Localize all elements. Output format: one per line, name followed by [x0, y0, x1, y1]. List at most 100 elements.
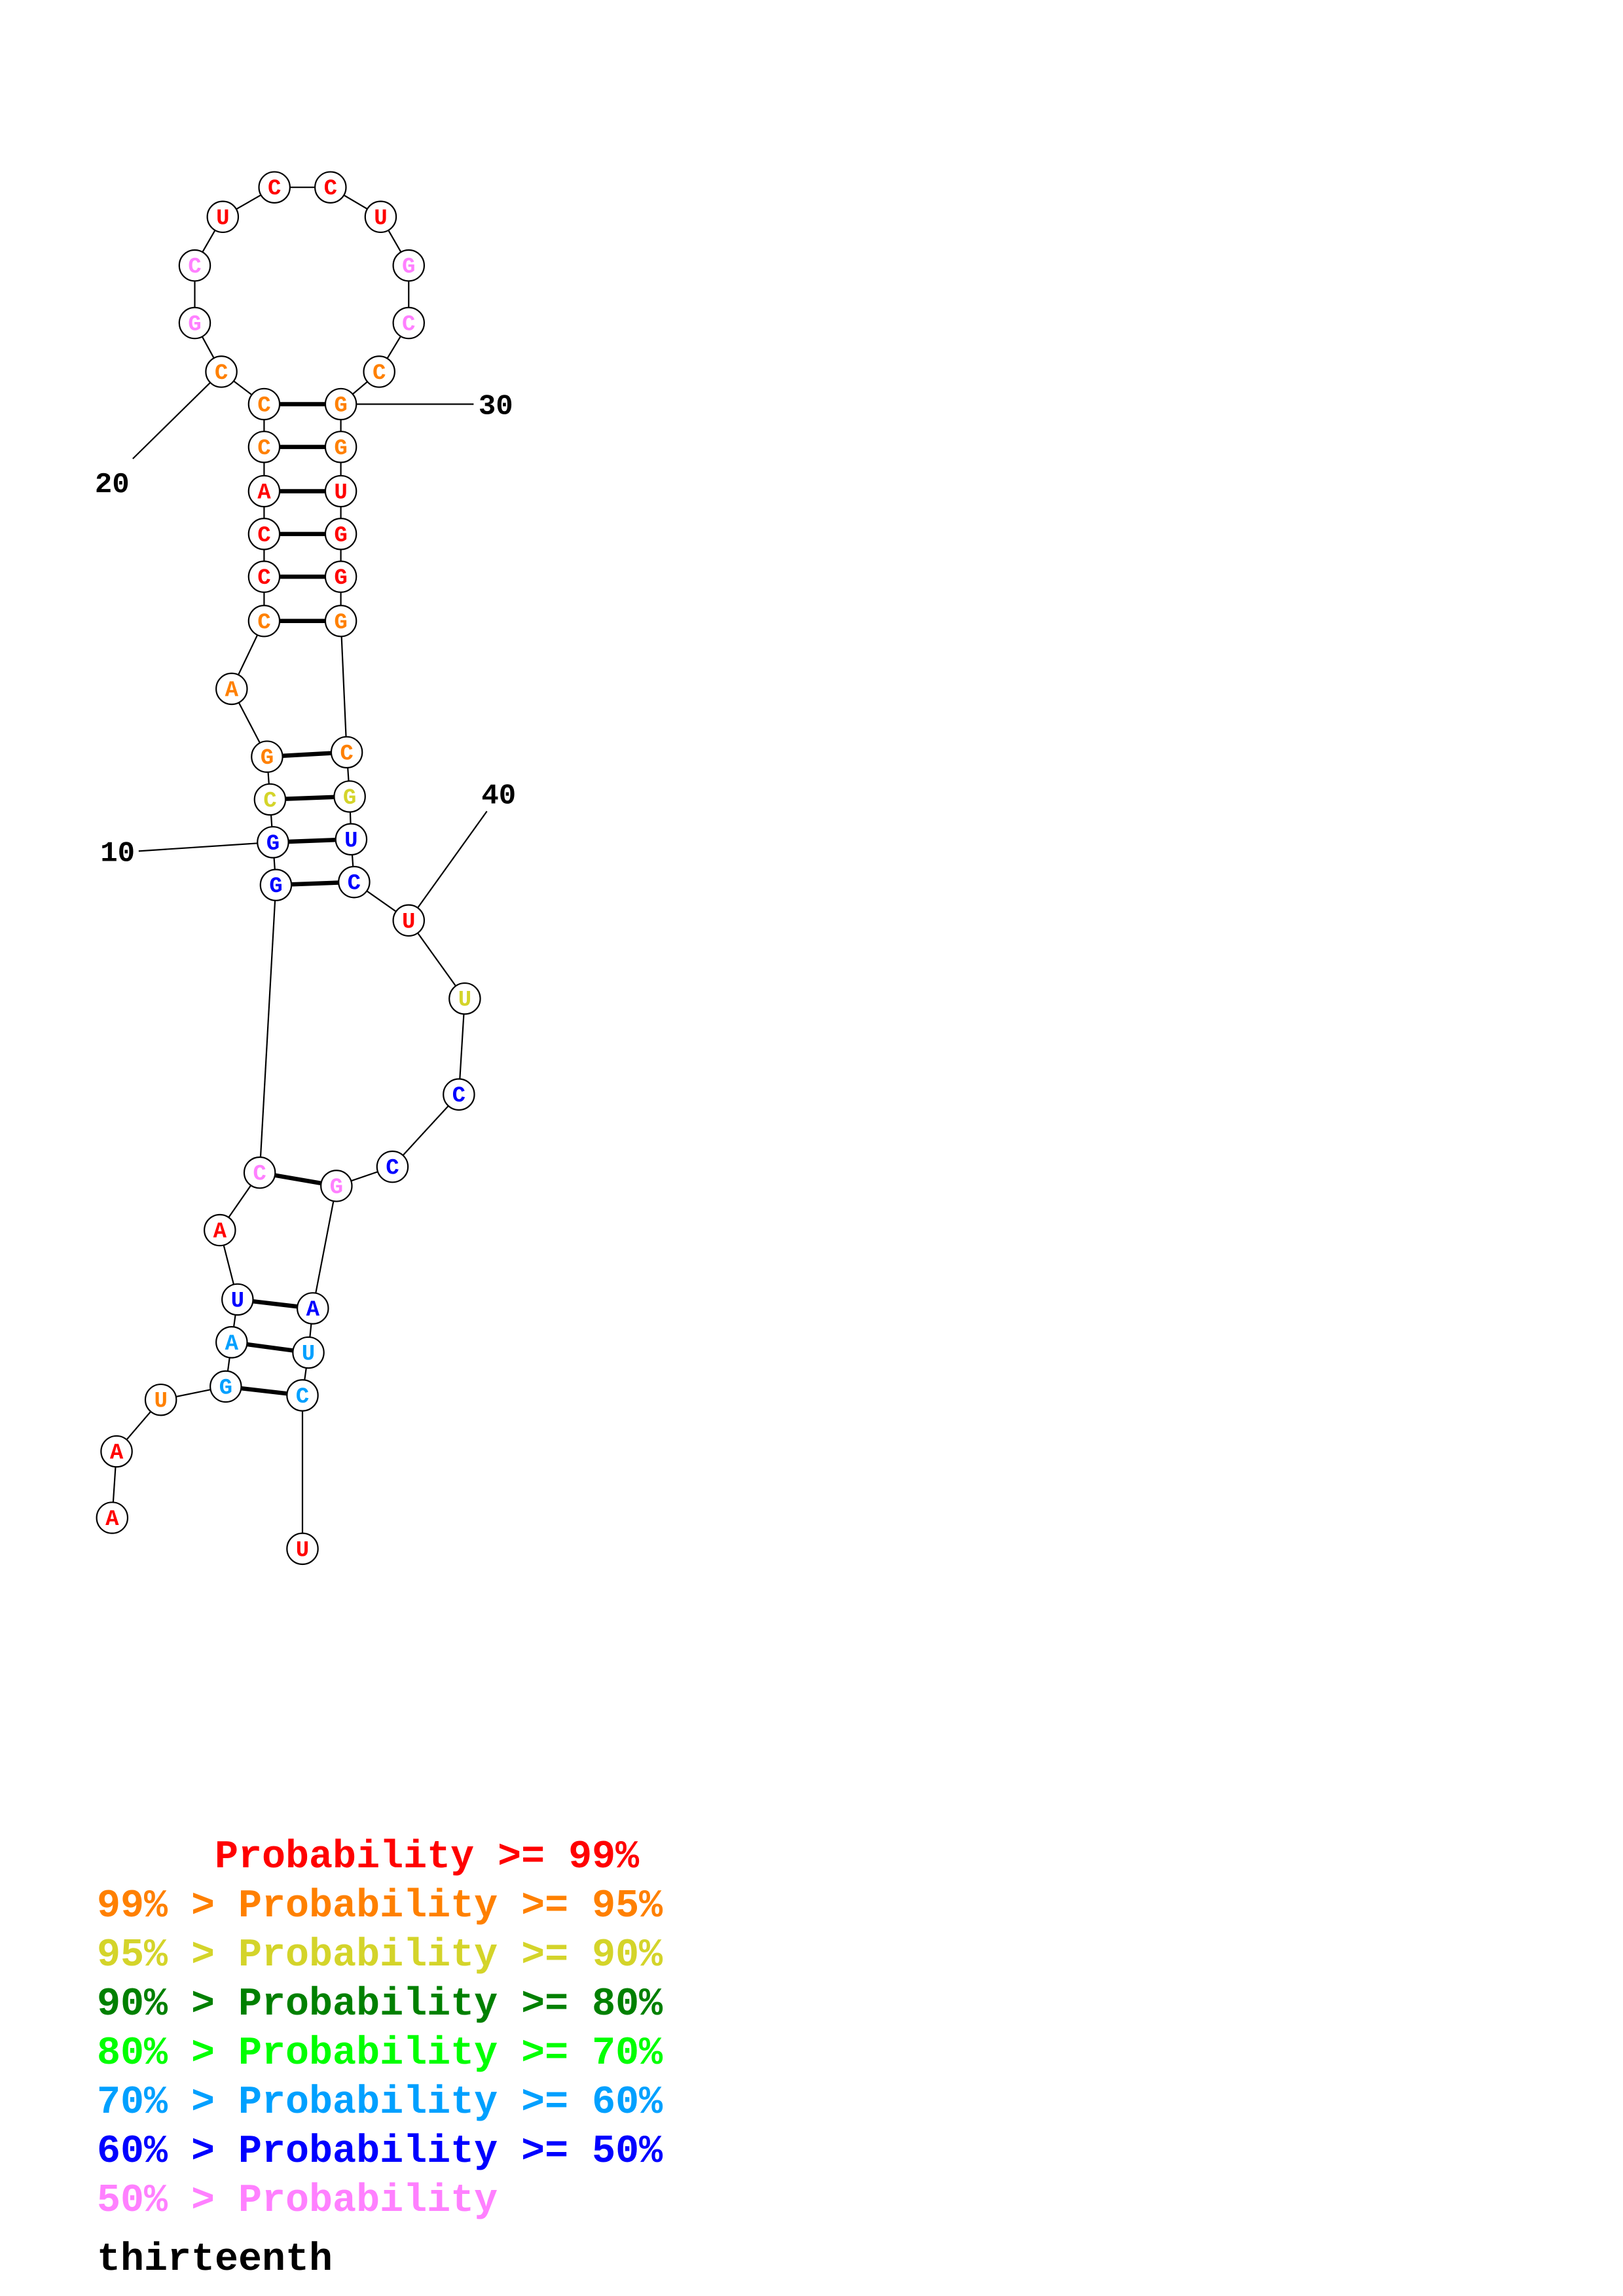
nucleotide: C — [247, 431, 281, 463]
nucleotide-base: G — [188, 313, 201, 338]
backbone-link — [312, 1185, 337, 1309]
nucleotide-circle — [392, 249, 426, 282]
legend-entry: 99% > Probability >= 95% — [97, 1884, 663, 1929]
nucleotide-base: A — [105, 1507, 119, 1532]
nucleotide-circle — [215, 1326, 248, 1359]
nucleotide-circle — [205, 355, 238, 388]
nucleotide-base: U — [216, 206, 229, 231]
position-label: 40 — [481, 780, 516, 812]
nucleotide: C — [205, 355, 238, 388]
nucleotide-circle — [297, 1292, 329, 1325]
nucleotide-circle — [324, 560, 357, 593]
nucleotide-base: U — [302, 1342, 315, 1367]
nucleotide: A — [215, 672, 248, 706]
nucleotide-circle — [324, 475, 357, 508]
probability-legend: Probability >= 99%99% > Probability >= 9… — [97, 1835, 663, 2223]
nucleotide-circle — [324, 518, 357, 550]
nucleotide-base: U — [344, 829, 357, 853]
position-label: 10 — [100, 837, 135, 870]
nucleotide-base: C — [452, 1084, 465, 1109]
nucleotide-circle — [330, 736, 363, 769]
nucleotide-base: C — [324, 177, 337, 202]
nucleotide: C — [363, 355, 395, 388]
nucleotide-circle — [448, 982, 481, 1015]
legend-entry: 95% > Probability >= 90% — [97, 1933, 663, 1978]
nucleotide-base: G — [343, 786, 356, 811]
nucleotide-circle — [259, 869, 293, 901]
nucleotide: G — [259, 869, 293, 901]
nucleotide: G — [178, 306, 211, 340]
nucleotide-circle — [96, 1501, 129, 1534]
nucleotide-base: U — [296, 1538, 309, 1563]
nucleotide-base: A — [306, 1298, 320, 1323]
nucleotide-base: C — [188, 255, 201, 280]
legend-entry: 80% > Probability >= 70% — [97, 2032, 663, 2076]
nucleotide-circle — [178, 249, 211, 282]
nucleotide: U — [144, 1383, 177, 1416]
nucleotide-circle — [363, 355, 395, 388]
nucleotide-circle — [286, 1379, 319, 1412]
position-label-line — [138, 841, 273, 852]
nucleotide-circle — [320, 1170, 353, 1202]
nucleotide: C — [178, 249, 211, 282]
nucleotide: U — [364, 200, 397, 234]
position-label: 30 — [479, 390, 513, 423]
nucleotide-circle — [247, 431, 281, 463]
nucleotide-base: C — [268, 177, 281, 202]
nucleotide-base: G — [261, 746, 274, 771]
nucleotide-circle — [247, 560, 281, 593]
nucleotide: U — [221, 1283, 254, 1316]
nucleotide: G — [392, 249, 426, 282]
nucleotide: A — [247, 475, 281, 508]
nucleotide-circle — [144, 1383, 177, 1416]
nucleotide-circle — [247, 605, 281, 637]
nucleotide-circle — [206, 200, 240, 234]
legend-entry: 90% > Probability >= 80% — [97, 1982, 663, 2027]
nucleotide: C — [243, 1156, 276, 1189]
nucleotide: G — [324, 431, 357, 463]
nucleotide: C — [314, 171, 347, 204]
nucleotide-base: U — [374, 206, 387, 231]
position-label-line — [408, 810, 488, 921]
legend-entry: Probability >= 99% — [97, 1835, 640, 1880]
nucleotide-circle — [333, 780, 366, 813]
nucleotide: C — [330, 736, 363, 769]
nucleotide-base: C — [296, 1385, 309, 1410]
nucleotide-base: C — [215, 361, 228, 386]
nucleotide-base: C — [257, 611, 270, 636]
backbone-link — [392, 1094, 460, 1168]
nucleotide-base: A — [110, 1441, 124, 1466]
nucleotide-circle — [443, 1078, 475, 1111]
nucleotide-circle — [364, 200, 397, 234]
nucleotide: U — [448, 982, 481, 1015]
nucleotide-base: C — [348, 872, 361, 897]
nucleotide-base: U — [458, 988, 471, 1013]
nucleotide: C — [253, 783, 287, 816]
nucleotide: U — [286, 1532, 319, 1566]
nucleotide-circle — [392, 306, 426, 340]
nucleotide: G — [251, 740, 283, 773]
nucleotide-base: G — [266, 832, 280, 857]
nucleotide: C — [247, 560, 281, 593]
nucleotide-circle — [314, 171, 347, 204]
nucleotide: U — [206, 200, 240, 234]
nucleotide: C — [338, 865, 371, 899]
nucleotide-base: U — [402, 910, 415, 935]
nucleotide: C — [376, 1150, 409, 1183]
nucleotide-base: G — [269, 874, 282, 899]
backbone-link — [340, 620, 348, 753]
nucleotide: G — [320, 1170, 353, 1202]
nucleotide-circle — [324, 605, 357, 637]
nucleotide: G — [333, 780, 366, 813]
nucleotide-circle — [338, 865, 371, 899]
nucleotide-circle — [251, 740, 283, 773]
nucleotide-circle — [221, 1283, 254, 1316]
legend-entry: 50% > Probability — [97, 2179, 498, 2223]
nucleotide-circle — [253, 783, 287, 816]
nucleotide-base: C — [257, 566, 270, 591]
nucleotide: A — [297, 1292, 329, 1325]
nucleotide-base: G — [330, 1175, 343, 1200]
nucleotide-base: A — [225, 678, 239, 703]
nucleotide-circle — [178, 306, 211, 340]
